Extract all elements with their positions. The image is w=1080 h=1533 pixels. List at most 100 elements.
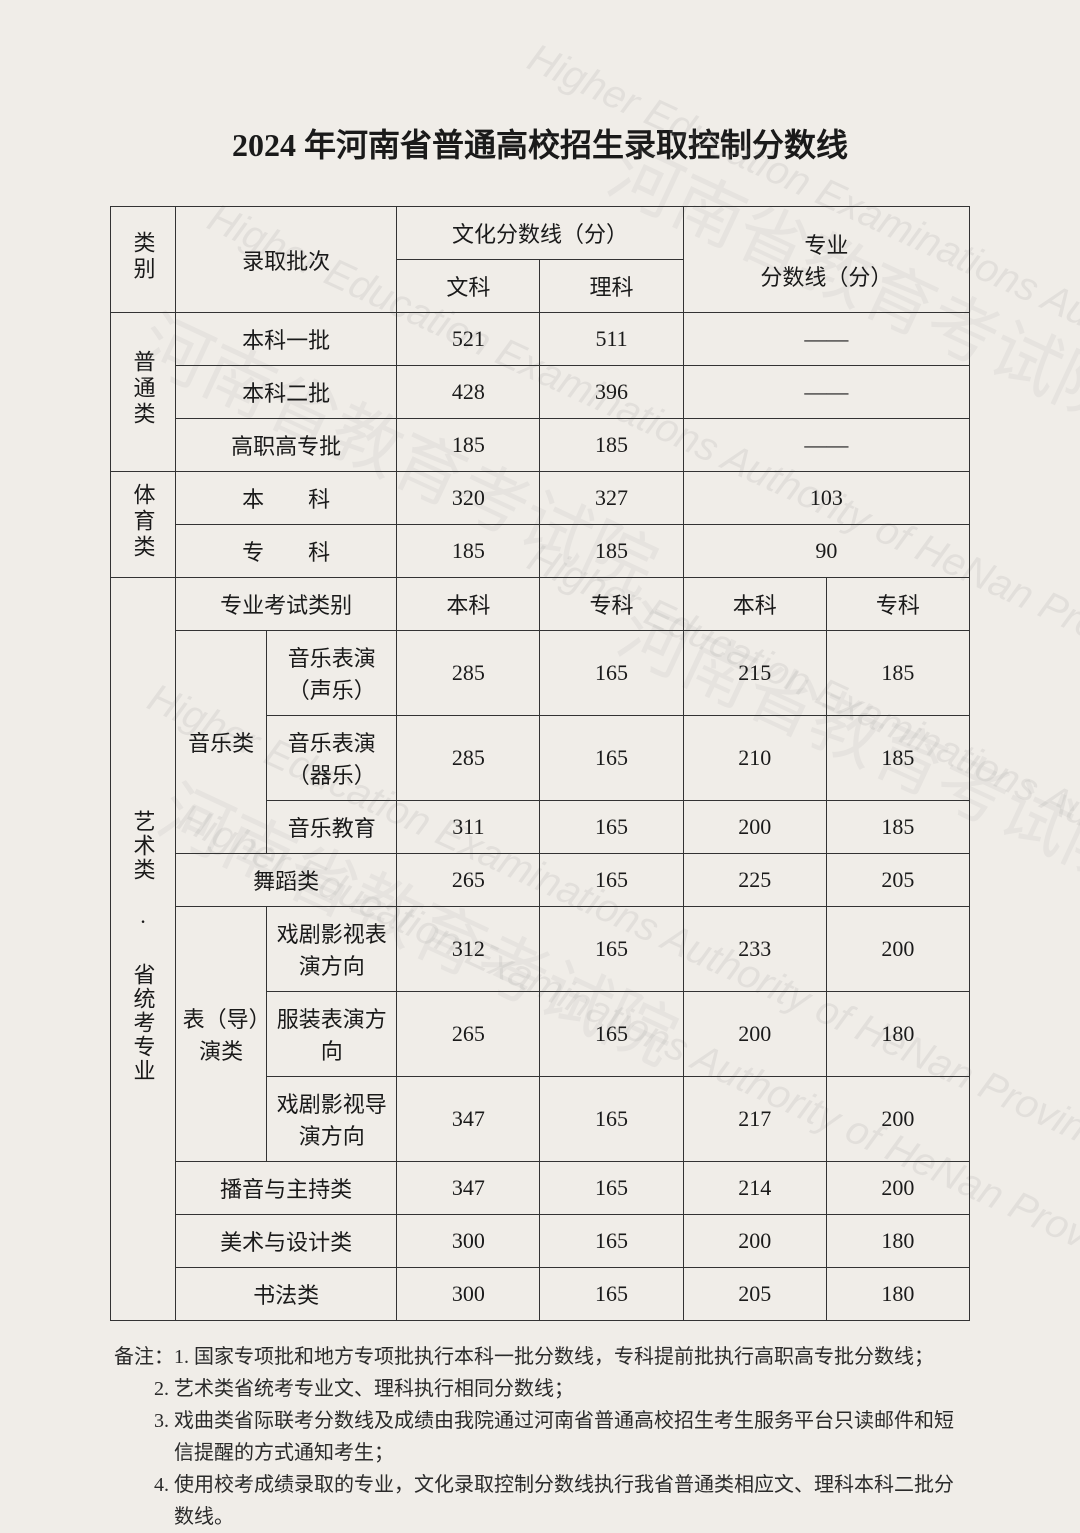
page-title: 2024 年河南省普通高校招生录取控制分数线 bbox=[110, 120, 970, 166]
cell-group: 播音与主持类 bbox=[176, 1162, 397, 1215]
cell-value: 521 bbox=[397, 313, 540, 366]
hdr-exam-type: 专业考试类别 bbox=[176, 578, 397, 631]
note-item: 2. 艺术类省统考专业文、理科执行相同分数线； bbox=[114, 1373, 966, 1405]
note-item: 4. 使用校考成绩录取的专业，文化录取控制分数线执行我省普通类相应文、理科本科二… bbox=[114, 1469, 966, 1533]
cell-value: 300 bbox=[397, 1215, 540, 1268]
score-table: 类别 录取批次 文化分数线（分） 专业 分数线（分） 文科 理科 普通类 本科一… bbox=[110, 206, 970, 1321]
table-row: 音乐类 音乐表演（声乐） 285 165 215 185 bbox=[111, 631, 970, 716]
cell-value: 428 bbox=[397, 366, 540, 419]
notes-label: 备注： bbox=[114, 1341, 174, 1373]
cell-batch: 本 科 bbox=[176, 472, 397, 525]
cell-batch: 本科二批 bbox=[176, 366, 397, 419]
notes-block: 备注：1. 国家专项批和地方专项批执行本科一批分数线，专科提前批执行高职高专批分… bbox=[110, 1341, 970, 1533]
table-row: 美术与设计类 300 165 200 180 bbox=[111, 1215, 970, 1268]
cell-value: 311 bbox=[397, 801, 540, 854]
cell-batch: 高职高专批 bbox=[176, 419, 397, 472]
cell-value: 200 bbox=[826, 907, 969, 992]
table-row: 艺术类 · 省统考专业 专业考试类别 本科 专科 本科 专科 bbox=[111, 578, 970, 631]
cell-value: 200 bbox=[826, 1077, 969, 1162]
table-row: 高职高专批 185 185 —— bbox=[111, 419, 970, 472]
cell-value: 165 bbox=[540, 631, 683, 716]
cell-value: 205 bbox=[826, 854, 969, 907]
cell-group: 美术与设计类 bbox=[176, 1215, 397, 1268]
cell-value: 205 bbox=[683, 1268, 826, 1321]
cell-value: 347 bbox=[397, 1162, 540, 1215]
cat-art: 艺术类 · 省统考专业 bbox=[127, 810, 160, 1083]
cell-value: 320 bbox=[397, 472, 540, 525]
hdr-culture: 文化分数线（分） bbox=[397, 207, 683, 260]
hdr-arts: 文科 bbox=[397, 260, 540, 313]
cell-value: 165 bbox=[540, 992, 683, 1077]
hdr-zhuanke: 专科 bbox=[826, 578, 969, 631]
cell-value: 214 bbox=[683, 1162, 826, 1215]
table-header-row: 类别 录取批次 文化分数线（分） 专业 分数线（分） bbox=[111, 207, 970, 260]
cell-value: 300 bbox=[397, 1268, 540, 1321]
cell-value: 103 bbox=[683, 472, 969, 525]
cell-value: 90 bbox=[683, 525, 969, 578]
hdr-benke: 本科 bbox=[397, 578, 540, 631]
cell-value: —— bbox=[683, 313, 969, 366]
table-row: 体育类 本 科 320 327 103 bbox=[111, 472, 970, 525]
cell-group: 舞蹈类 bbox=[176, 854, 397, 907]
document-page: 河南省教育考试院 Higher Education Examinations A… bbox=[0, 0, 1080, 1527]
cell-value: 312 bbox=[397, 907, 540, 992]
cat-general: 普通类 bbox=[127, 350, 160, 428]
cell-value: 180 bbox=[826, 1268, 969, 1321]
cell-value: 185 bbox=[397, 525, 540, 578]
table-row: 书法类 300 165 205 180 bbox=[111, 1268, 970, 1321]
cell-value: 200 bbox=[683, 801, 826, 854]
cell-value: 165 bbox=[540, 854, 683, 907]
cell-value: 185 bbox=[826, 716, 969, 801]
table-row: 专 科 185 185 90 bbox=[111, 525, 970, 578]
table-row: 本科二批 428 396 —— bbox=[111, 366, 970, 419]
table-row: 舞蹈类 265 165 225 205 bbox=[111, 854, 970, 907]
table-row: 普通类 本科一批 521 511 —— bbox=[111, 313, 970, 366]
cell-value: 225 bbox=[683, 854, 826, 907]
cell-sub: 服装表演方向 bbox=[267, 992, 397, 1077]
table-row: 播音与主持类 347 165 214 200 bbox=[111, 1162, 970, 1215]
cell-value: 180 bbox=[826, 992, 969, 1077]
cell-value: 217 bbox=[683, 1077, 826, 1162]
cell-value: 165 bbox=[540, 907, 683, 992]
table-row: 表（导）演类 戏剧影视表演方向 312 165 233 200 bbox=[111, 907, 970, 992]
cell-value: 396 bbox=[540, 366, 683, 419]
cell-value: 165 bbox=[540, 1162, 683, 1215]
cell-value: 165 bbox=[540, 1215, 683, 1268]
cell-value: 215 bbox=[683, 631, 826, 716]
cell-value: 265 bbox=[397, 854, 540, 907]
cell-sub: 戏剧影视导演方向 bbox=[267, 1077, 397, 1162]
cell-sub: 音乐表演（器乐） bbox=[267, 716, 397, 801]
note-item: 3. 戏曲类省际联考分数线及成绩由我院通过河南省普通高校招生考生服务平台只读邮件… bbox=[114, 1405, 966, 1469]
cell-value: 185 bbox=[540, 419, 683, 472]
hdr-major-text2: 分数线（分） bbox=[760, 265, 892, 290]
hdr-category: 类别 bbox=[127, 231, 160, 283]
hdr-science: 理科 bbox=[540, 260, 683, 313]
cell-value: 285 bbox=[397, 631, 540, 716]
cell-value: 185 bbox=[540, 525, 683, 578]
cell-value: 265 bbox=[397, 992, 540, 1077]
hdr-batch: 录取批次 bbox=[176, 207, 397, 313]
cell-value: 165 bbox=[540, 1268, 683, 1321]
cell-group: 书法类 bbox=[176, 1268, 397, 1321]
cell-value: 165 bbox=[540, 1077, 683, 1162]
cell-value: 233 bbox=[683, 907, 826, 992]
cell-sub: 戏剧影视表演方向 bbox=[267, 907, 397, 992]
hdr-zhuanke: 专科 bbox=[540, 578, 683, 631]
cell-value: 327 bbox=[540, 472, 683, 525]
cell-group: 表（导）演类 bbox=[176, 907, 267, 1162]
cell-value: 185 bbox=[826, 631, 969, 716]
note-item: 1. 国家专项批和地方专项批执行本科一批分数线，专科提前批执行高职高专批分数线； bbox=[174, 1346, 934, 1368]
cell-batch: 专 科 bbox=[176, 525, 397, 578]
cell-value: 347 bbox=[397, 1077, 540, 1162]
cell-value: 165 bbox=[540, 716, 683, 801]
cell-value: 210 bbox=[683, 716, 826, 801]
cell-sub: 音乐教育 bbox=[267, 801, 397, 854]
cell-value: 180 bbox=[826, 1215, 969, 1268]
cell-sub: 音乐表演（声乐） bbox=[267, 631, 397, 716]
cat-pe: 体育类 bbox=[127, 483, 160, 561]
hdr-benke: 本科 bbox=[683, 578, 826, 631]
hdr-major-line: 专业 分数线（分） bbox=[683, 207, 969, 313]
cell-value: —— bbox=[683, 366, 969, 419]
cell-value: —— bbox=[683, 419, 969, 472]
cell-value: 200 bbox=[683, 992, 826, 1077]
